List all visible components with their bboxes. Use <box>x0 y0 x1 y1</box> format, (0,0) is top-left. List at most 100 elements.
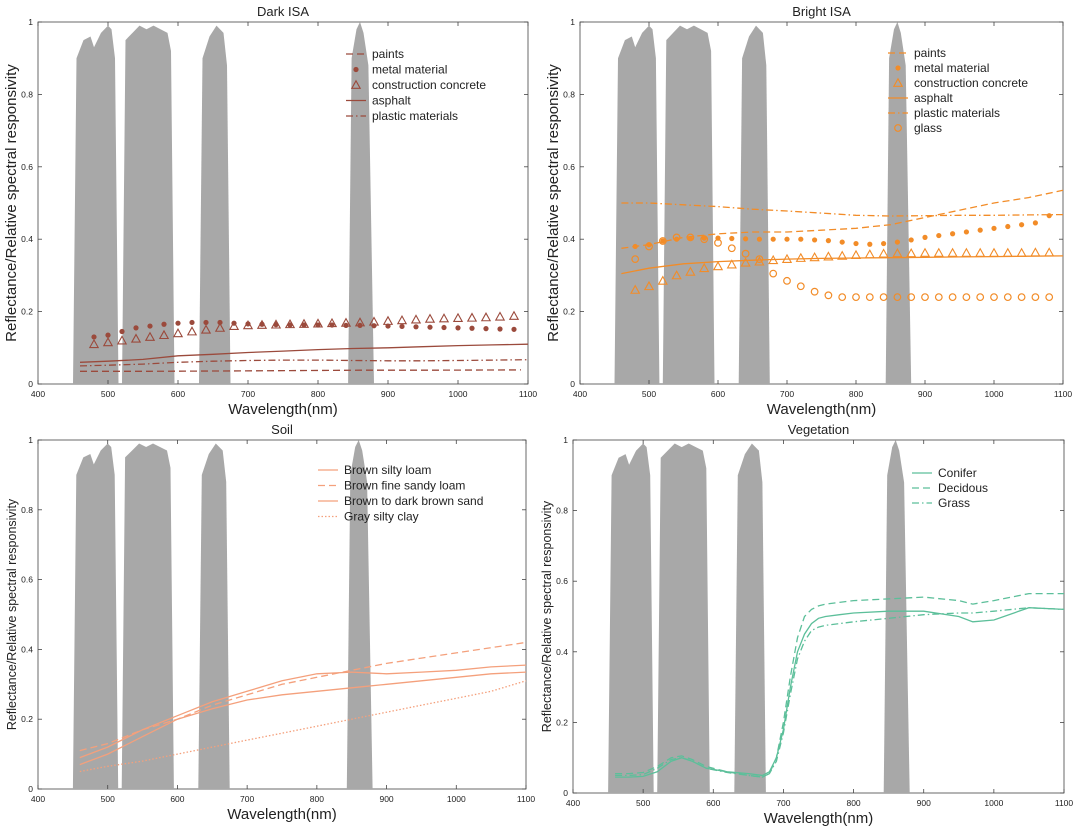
data-point <box>934 293 943 302</box>
data-point <box>200 324 212 334</box>
data-point <box>399 323 405 330</box>
y-tick-label: 0 <box>570 379 575 389</box>
series-grass-line <box>615 607 1065 778</box>
chart-title: Soil <box>271 422 293 437</box>
data-point <box>783 276 791 285</box>
x-tick-label: 600 <box>171 389 185 399</box>
spectral-response-band-1 <box>608 443 654 793</box>
data-point <box>714 238 722 247</box>
data-point <box>427 324 433 330</box>
spectral-response-band-2 <box>122 25 175 384</box>
x-tick-label: 700 <box>776 798 790 808</box>
data-point <box>947 247 958 257</box>
data-point <box>975 247 986 257</box>
data-point <box>893 293 902 302</box>
data-point <box>976 293 985 302</box>
y-axis-label: Reflectance/Relative spectral responsivi… <box>545 64 562 342</box>
data-point <box>727 244 736 253</box>
data-point <box>438 313 450 323</box>
data-point <box>508 310 520 320</box>
data-point <box>740 257 751 267</box>
x-tick-label: 600 <box>711 389 725 399</box>
spectral-response-band-1 <box>72 443 119 789</box>
data-point <box>686 233 695 242</box>
x-tick-label: 600 <box>170 794 184 804</box>
data-point <box>671 270 682 280</box>
data-point <box>906 247 917 258</box>
data-point <box>158 329 170 340</box>
legend-label: plastic materials <box>914 106 1000 120</box>
y-tick-label: 0 <box>28 379 33 389</box>
data-point <box>511 326 517 332</box>
legend-label: Gray silty clay <box>344 510 419 524</box>
spectral-response-band-2 <box>657 443 710 793</box>
legend-label: Brown to dark brown sand <box>344 494 483 508</box>
x-tick-label: 1000 <box>984 798 1003 808</box>
data-point <box>1003 293 1012 302</box>
data-point <box>119 328 125 335</box>
data-point <box>881 240 887 247</box>
series-conifer-line <box>615 607 1065 778</box>
data-point <box>658 237 667 245</box>
data-point <box>175 320 181 326</box>
x-tick-label: 600 <box>706 798 720 808</box>
spectral-response-band-3 <box>734 443 766 793</box>
x-tick-label: 700 <box>240 794 254 804</box>
data-point <box>315 322 321 328</box>
data-point <box>796 282 805 291</box>
data-point <box>977 227 983 233</box>
x-tick-label: 500 <box>101 794 115 804</box>
data-point <box>712 261 724 271</box>
data-point <box>312 318 324 328</box>
y-tick-label: 1 <box>563 435 568 445</box>
data-point <box>701 235 707 241</box>
legend-label: Brown fine sandy loam <box>344 479 465 493</box>
data-point <box>769 269 778 278</box>
data-point <box>630 284 641 294</box>
data-point <box>203 319 209 326</box>
data-point <box>798 236 804 242</box>
data-point <box>298 318 310 328</box>
y-tick-label: 0.4 <box>563 234 575 244</box>
data-point <box>410 314 422 324</box>
data-point <box>144 331 156 341</box>
x-tick-label: 800 <box>849 389 863 399</box>
legend-label: asphalt <box>914 91 953 105</box>
data-point <box>287 322 293 328</box>
data-point <box>1002 247 1013 257</box>
data-point <box>908 237 914 243</box>
data-point <box>657 275 668 285</box>
data-point <box>756 236 763 242</box>
x-tick-label: 700 <box>241 389 255 399</box>
data-point <box>823 251 834 261</box>
data-point <box>700 235 709 244</box>
plot-frame <box>37 21 529 385</box>
plot-frame <box>572 439 1065 794</box>
data-point <box>497 326 503 332</box>
legend-label: Conifer <box>938 466 977 480</box>
x-tick-label: 500 <box>101 389 115 399</box>
data-point <box>950 231 956 237</box>
data-point <box>990 293 998 302</box>
legend-label: metal material <box>372 63 447 77</box>
x-tick-label: 1100 <box>517 794 536 804</box>
data-point <box>961 247 972 257</box>
y-tick-label: 0.6 <box>21 162 33 172</box>
data-point <box>1017 293 1026 302</box>
y-tick-label: 0.2 <box>556 717 568 727</box>
legend: Brown silty loam Brown fine sandy loamBro… <box>318 463 483 524</box>
data-point <box>867 241 873 247</box>
legend-label: construction concrete <box>372 78 486 92</box>
data-point <box>343 322 349 328</box>
spectral-response-band-4 <box>885 22 912 384</box>
data-point <box>396 314 408 325</box>
chart-panel-vegetation: 400 500 600 700 800 900 1000 1100 0 0.2 0.4 0.6 0.8 1… <box>540 422 1073 827</box>
legend-marker <box>892 77 904 87</box>
data-point <box>825 238 832 244</box>
legend-label: paints <box>914 46 946 60</box>
spectral-response-band-4 <box>346 440 373 789</box>
data-point <box>1031 293 1040 302</box>
data-point <box>441 324 447 331</box>
x-tick-label: 400 <box>573 389 587 399</box>
data-point <box>672 233 681 242</box>
